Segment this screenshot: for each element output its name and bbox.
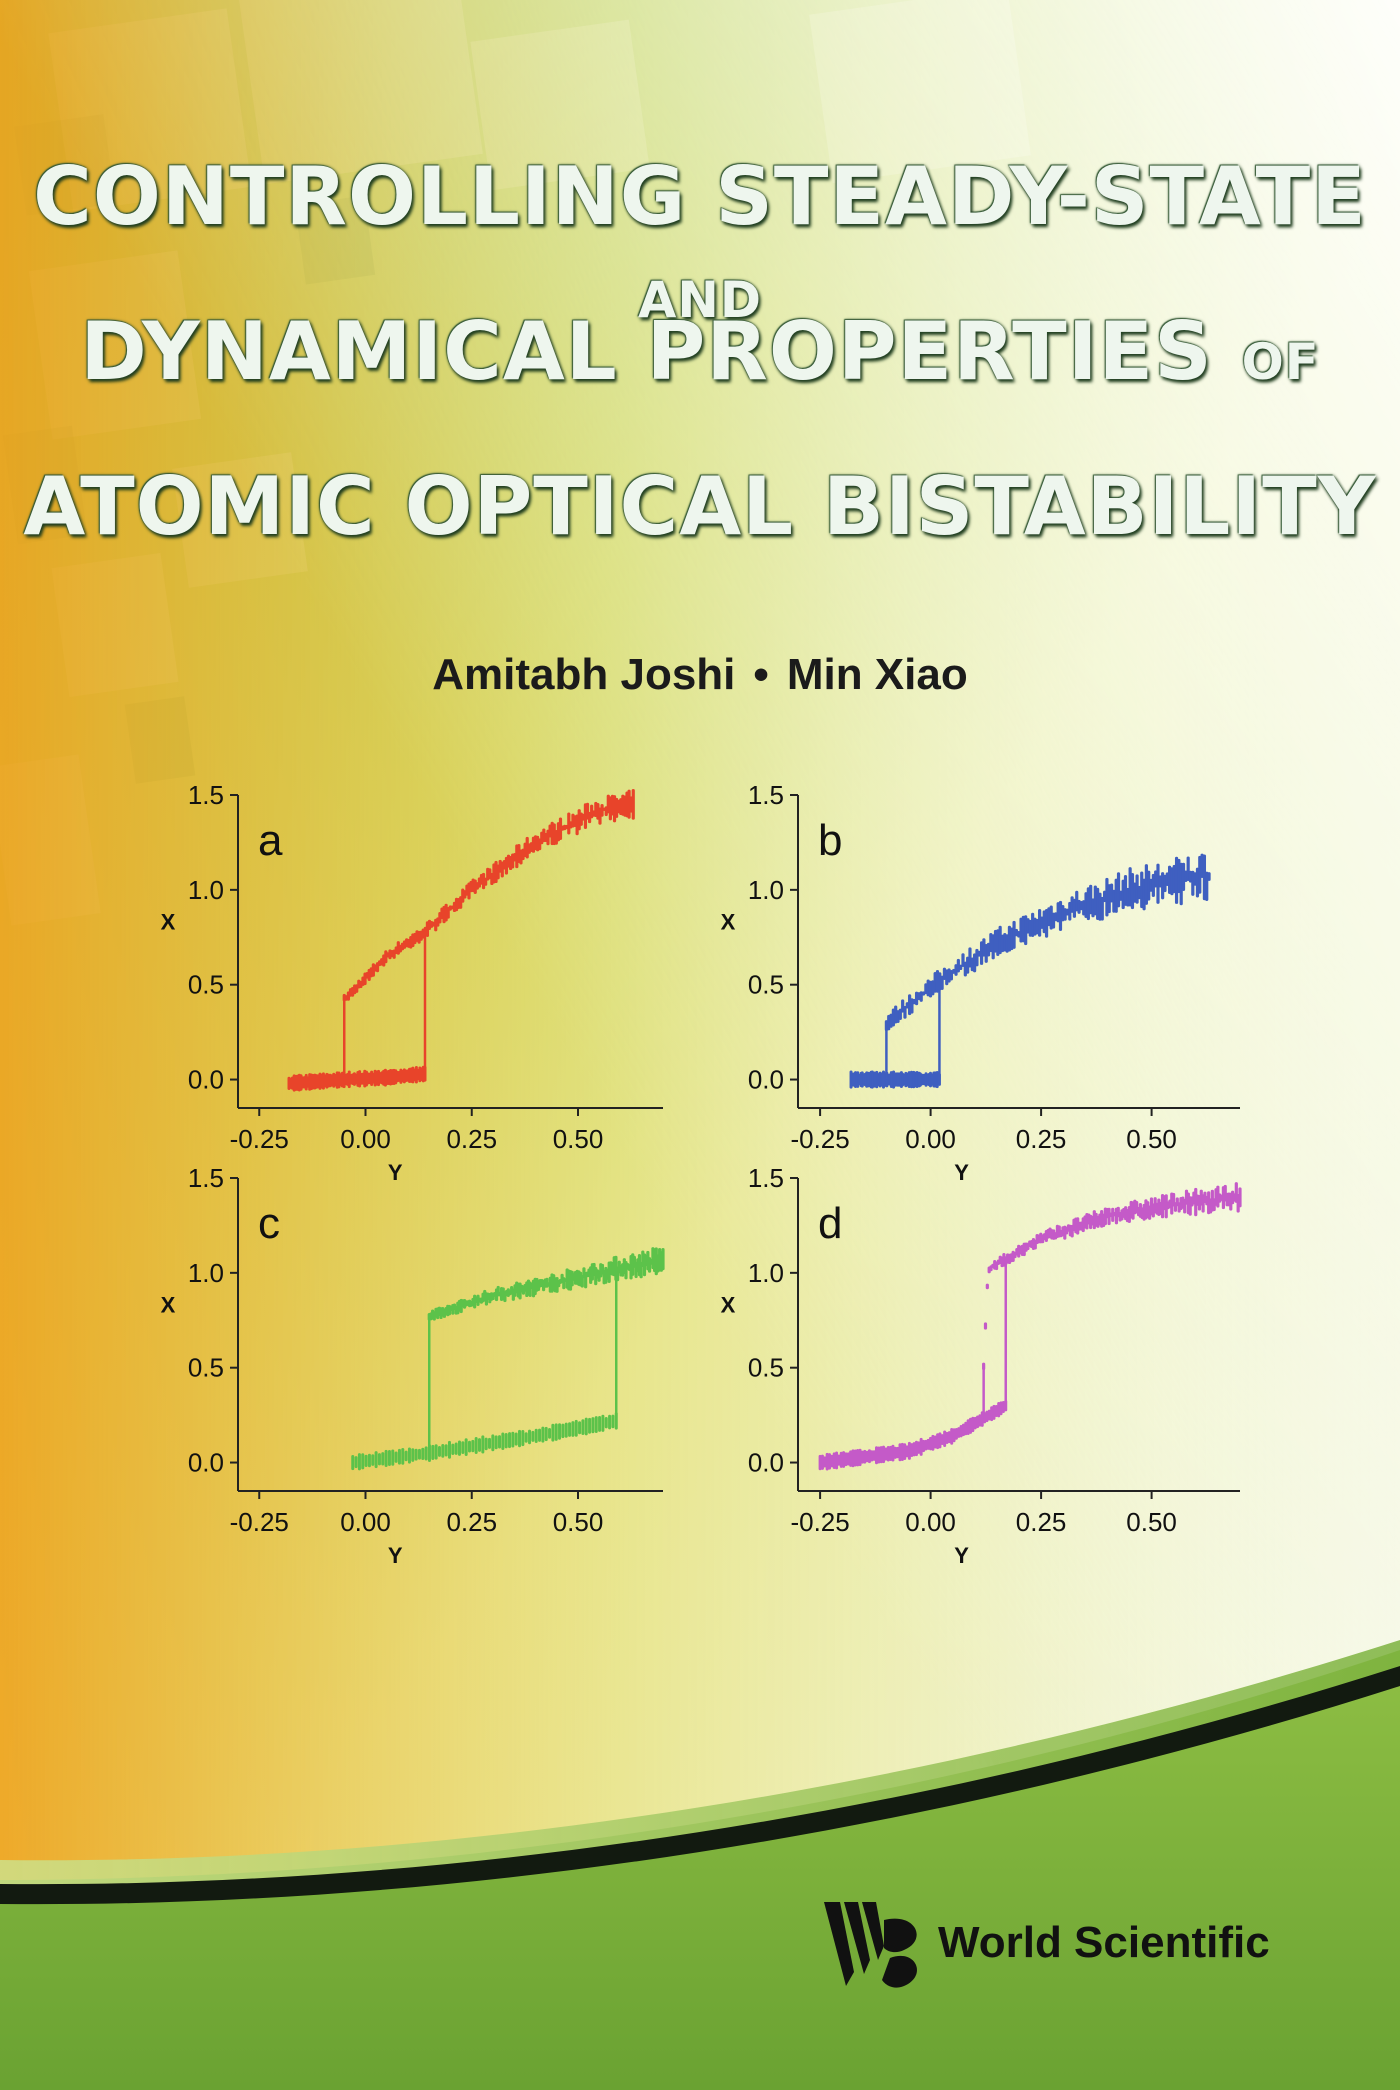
y-tick-label: 1.0 [188,875,224,905]
y-tick-label: 1.5 [748,1163,784,1193]
title-line-3-main: ATOMIC OPTICAL BISTABILITY [23,460,1377,553]
x-axis-label: Y [388,1543,403,1568]
y-axis-label: X [721,1293,736,1318]
x-tick-label: 0.50 [553,1124,604,1154]
y-tick-label: 0.0 [188,1065,224,1095]
x-tick-label: 0.00 [905,1124,956,1154]
title-line-1: CONTROLLING STEADY-STATE AND [0,150,1400,336]
title-line-2-small: OF [1241,333,1320,391]
y-tick-label: 0.5 [188,1353,224,1383]
y-tick-label: 1.5 [748,780,784,810]
x-axis-label: Y [954,1160,969,1185]
y-tick-label: 0.0 [748,1448,784,1478]
publisher-block: World Scientific [820,1890,1380,2000]
author-1: Amitabh Joshi [432,650,736,699]
x-tick-label: 0.00 [905,1507,956,1537]
x-axis-label: Y [388,1160,403,1185]
x-tick-label: -0.25 [790,1124,849,1154]
y-axis-label: X [161,1293,176,1318]
author-2: Min Xiao [786,650,968,699]
y-tick-label: 0.0 [188,1448,224,1478]
x-tick-label: 0.25 [446,1507,497,1537]
y-tick-label: 1.5 [188,780,224,810]
y-tick-label: 0.5 [748,970,784,1000]
x-axis-label: Y [954,1543,969,1568]
ws-logo-icon [824,1902,917,1988]
y-axis-label: X [721,910,736,935]
authors: Amitabh Joshi • Min Xiao [0,650,1400,700]
y-tick-label: 1.0 [748,875,784,905]
y-tick-label: 1.5 [188,1163,224,1193]
panel-label: c [258,1199,280,1248]
y-tick-label: 1.0 [748,1258,784,1288]
x-tick-label: -0.25 [230,1507,289,1537]
title-line-2-main: DYNAMICAL PROPERTIES [80,305,1242,398]
title-line-2: DYNAMICAL PROPERTIES OF [0,305,1400,398]
panel-label: d [818,1199,842,1248]
y-axis-label: X [161,910,176,935]
title-line-1-main: CONTROLLING STEADY-STATE [33,150,1367,243]
y-tick-label: 0.5 [188,970,224,1000]
author-separator: • [753,650,769,699]
y-tick-label: 0.5 [748,1353,784,1383]
x-tick-label: -0.25 [230,1124,289,1154]
x-tick-label: 0.50 [1126,1507,1177,1537]
title-line-1-small: AND [637,271,763,329]
x-tick-label: -0.25 [790,1507,849,1537]
panel-label: b [818,816,842,865]
x-tick-label: 0.00 [340,1124,391,1154]
x-tick-label: 0.50 [553,1507,604,1537]
x-tick-label: 0.50 [1126,1124,1177,1154]
panel-label: a [258,816,283,865]
y-tick-label: 1.0 [188,1258,224,1288]
x-tick-label: 0.25 [1016,1507,1067,1537]
publisher-name: World Scientific [938,1918,1270,1967]
x-tick-label: 0.00 [340,1507,391,1537]
x-tick-label: 0.25 [1016,1124,1067,1154]
title-line-3: ATOMIC OPTICAL BISTABILITY [0,460,1400,553]
x-tick-label: 0.25 [446,1124,497,1154]
y-tick-label: 0.0 [748,1065,784,1095]
